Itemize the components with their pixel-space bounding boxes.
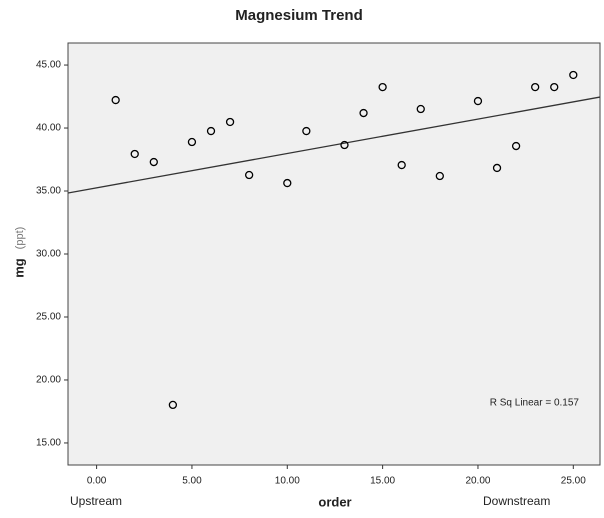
point — [168, 400, 178, 410]
x-tick-label: 15.00 — [370, 476, 395, 487]
x-tick-label: 0.00 — [87, 476, 107, 487]
fit-line — [68, 96, 600, 194]
point — [511, 141, 521, 151]
x-tick-label: 20.00 — [465, 476, 490, 487]
y-tick-label: 45.00 — [36, 60, 61, 71]
point — [302, 126, 311, 136]
y-axis-label: mg (ppt) — [11, 227, 26, 278]
x-annotation: Downstream — [483, 494, 550, 508]
x-tick-label: 25.00 — [561, 476, 586, 487]
point — [531, 82, 540, 92]
point — [244, 170, 254, 180]
fit-annotation: R Sq Linear = 0.157 — [490, 398, 580, 409]
point — [492, 163, 502, 173]
point — [130, 149, 139, 159]
x-axis-label: order — [318, 494, 351, 509]
point — [569, 70, 578, 80]
y-tick-label: 40.00 — [36, 123, 61, 134]
x-annotation: Upstream — [70, 494, 122, 508]
point — [225, 117, 235, 127]
y-tick-label: 30.00 — [36, 249, 61, 260]
point — [149, 157, 158, 167]
point — [397, 160, 406, 170]
point — [550, 82, 559, 92]
y-tick-label: 20.00 — [36, 375, 61, 386]
point — [473, 96, 483, 106]
point — [111, 95, 120, 105]
point — [435, 171, 444, 181]
y-tick-label: 35.00 — [36, 186, 61, 197]
point — [359, 108, 368, 118]
y-axis-label-text: mg — [11, 258, 26, 278]
chart-title: Magnesium Trend — [235, 7, 363, 24]
point — [416, 104, 425, 114]
point — [378, 82, 387, 92]
x-tick-label: 10.00 — [275, 476, 300, 487]
point — [283, 178, 292, 188]
x-tick-label: 5.00 — [182, 476, 202, 487]
point — [206, 126, 216, 136]
point — [340, 140, 349, 150]
y-tick-label: 25.00 — [36, 312, 61, 323]
y-axis-unit: (ppt) — [14, 227, 26, 250]
y-tick-label: 15.00 — [36, 438, 61, 449]
point — [187, 137, 197, 147]
